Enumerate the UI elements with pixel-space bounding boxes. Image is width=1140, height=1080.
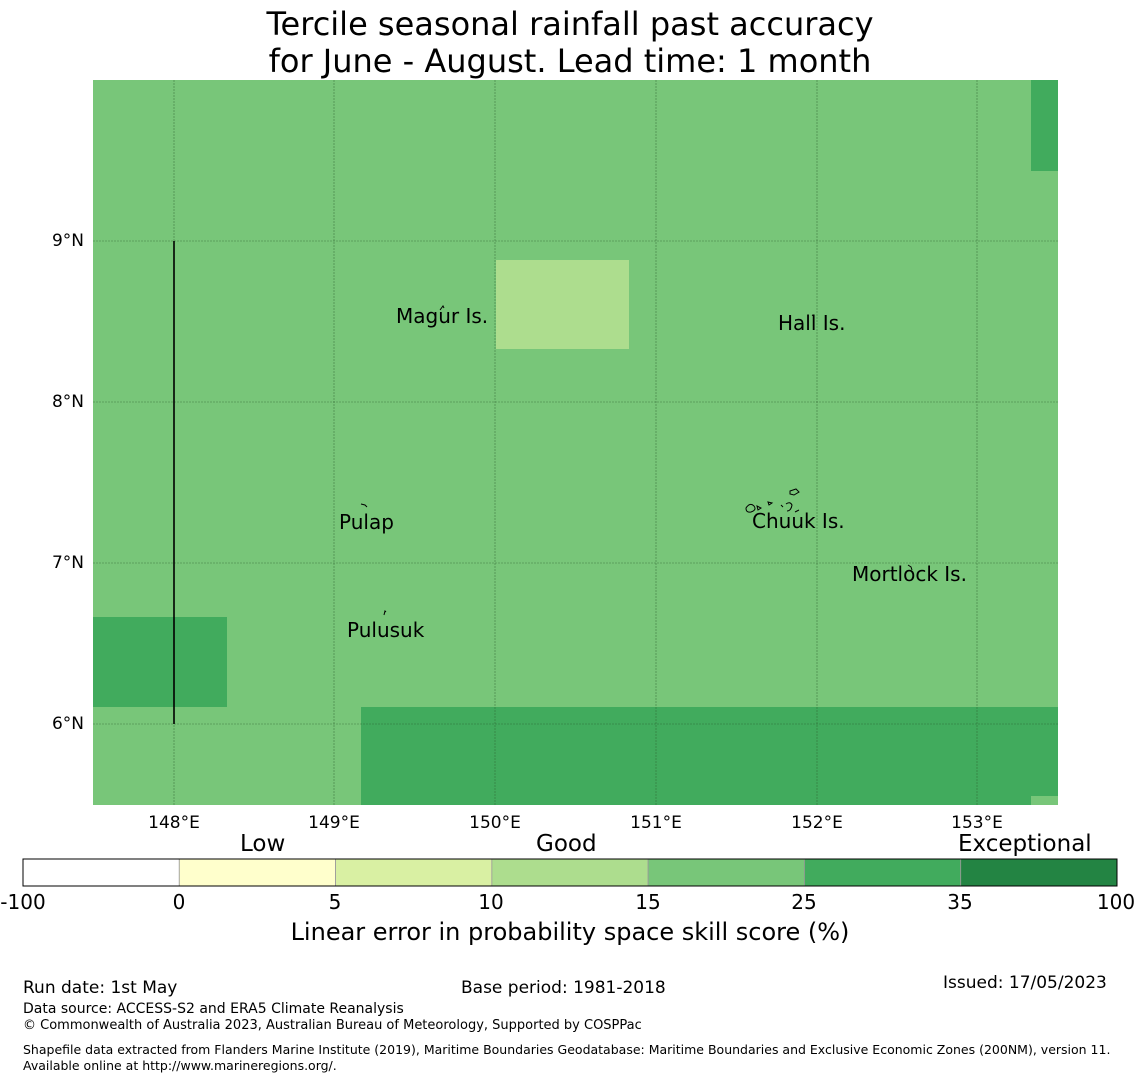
place-label-pulusuk: Pulusuk [347,618,425,642]
colorbar-tick-label: 0 [172,890,186,914]
lat-label-8n: 8°N [51,392,84,412]
place-label-hall: Hall Is. [778,311,846,335]
skill-cell-good-10-15 [496,260,629,349]
shapefile-credit: Shapefile data extracted from Flanders M… [23,1042,1111,1073]
colorbar-segment [647,858,805,887]
colorbar-segment [804,858,962,887]
place-label-magur: Magur Is. [396,304,489,328]
lon-label-152e: 152°E [791,813,843,833]
issued-date: Issued: 17/05/2023 [943,973,1107,993]
island-pulap-outline [360,503,368,508]
colorbar-segment [960,858,1118,887]
colorbar-segment [22,858,180,887]
colorbar-segment [335,858,493,887]
category-label-exceptional: Exceptional [958,831,1092,857]
colorbar-segment [491,858,649,887]
island-outlines [360,305,913,616]
data-source: Data source: ACCESS-S2 and ERA5 Climate … [23,1001,404,1017]
title-line-1: Tercile seasonal rainfall past accuracy [266,5,874,43]
skill-cell-good-25-35 [361,796,1031,805]
lon-label-153e: 153°E [951,813,1003,833]
colorbar-frame [22,858,1118,887]
copyright: © Commonwealth of Australia 2023, Austra… [23,1018,642,1033]
lat-label-6n: 6°N [51,714,84,734]
colorbar-tick-label: 100 [1096,890,1136,914]
place-label-mortlock: Mortlock Is. [852,562,967,586]
skill-cell-good-25-35 [93,617,227,707]
island-pulusuk-outline [383,610,387,616]
colorbar-tick-label: 25 [791,890,817,914]
lon-label-150e: 150°E [469,813,521,833]
lon-label-151e: 151°E [630,813,682,833]
colorbar-tick-label: 5 [328,890,342,914]
map-panel [93,80,1058,805]
title-line-2: for June - August. Lead time: 1 month [268,42,872,80]
colorbar-tick-label: 15 [635,890,661,914]
lat-label-9n: 9°N [51,231,84,251]
colorbar-tick-label: 10 [478,890,504,914]
island-hall-outline [811,314,815,317]
chart-title: Tercile seasonal rainfall past accuracy … [0,6,1140,80]
island-mortlock-outline [907,564,913,571]
base-period: Base period: 1981-2018 [461,978,666,998]
colorbar [22,858,1118,887]
colorbar-segment [178,858,336,887]
run-date: Run date: 1st May [23,978,178,998]
place-label-chuuk: Chuuk Is. [752,509,845,533]
lat-label-7n: 7°N [51,553,84,573]
lon-label-149e: 149°E [308,813,360,833]
island-chuuk-outline [745,488,800,513]
colorbar-tick-label: 35 [947,890,973,914]
category-label-good: Good [536,831,597,857]
colorbar-tick-label: -100 [0,890,46,914]
skill-cell-good-25-35 [361,707,1058,796]
colorbar-title: Linear error in probability space skill … [290,918,850,946]
skill-cell-good-25-35 [1031,80,1058,171]
place-label-pulap: Pulap [339,510,394,534]
island-magur-outline [439,305,445,311]
skill-field-background [93,80,1058,805]
lon-label-148e: 148°E [148,813,200,833]
category-label-low: Low [240,831,286,857]
